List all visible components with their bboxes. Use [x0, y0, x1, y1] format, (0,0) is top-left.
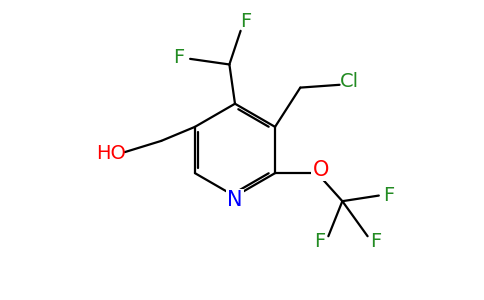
- Text: Cl: Cl: [340, 73, 359, 92]
- Text: O: O: [313, 160, 329, 180]
- Text: F: F: [314, 232, 326, 251]
- Text: HO: HO: [96, 144, 126, 163]
- Text: F: F: [370, 232, 382, 251]
- Text: F: F: [173, 48, 184, 67]
- Text: N: N: [227, 190, 243, 211]
- Text: F: F: [383, 186, 394, 205]
- Text: F: F: [241, 11, 252, 31]
